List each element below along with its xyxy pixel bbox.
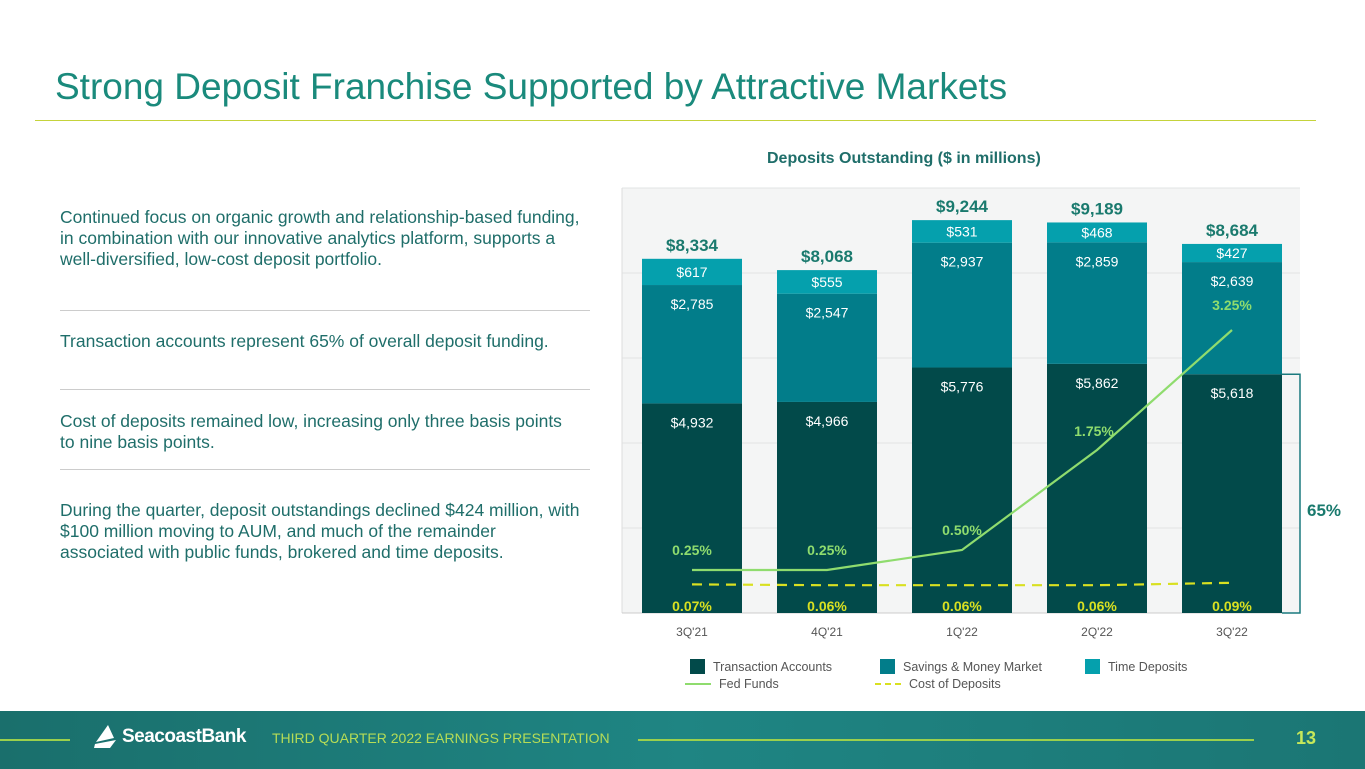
total-label: $8,334 [666,236,719,255]
bar-transaction-accounts [777,401,877,613]
bar-time-deposits [777,270,877,294]
legend-swatch [880,659,895,674]
data-label: $2,547 [806,305,849,321]
chart-title: Deposits Outstanding ($ in millions) [767,150,1041,167]
bullet-text: Transaction accounts represent 65% of ov… [60,331,549,351]
total-label: $8,068 [801,247,853,266]
share-annotation: 65% [1307,501,1341,520]
legend-label: Transaction Accounts [713,659,833,674]
sail-icon [94,725,116,748]
data-label: $4,966 [806,413,849,429]
data-label: $468 [1081,224,1112,240]
data-label: $555 [811,274,842,290]
divider [60,310,590,311]
bar-time-deposits [1047,222,1147,243]
bracket [1282,373,1301,614]
x-tick-label: 2Q'22 [1081,625,1113,639]
bar-time-deposits [912,220,1012,243]
legend-label: Time Deposits [1108,659,1188,674]
bullet-text: Cost of deposits remained low, increasin… [60,411,562,452]
x-tick-label: 1Q'22 [946,625,978,639]
line-label: 0.06% [807,598,847,614]
title-divider [35,120,1316,121]
bar-transaction-accounts [642,403,742,613]
data-label: $4,932 [671,414,714,430]
bar-savings-money-market [642,285,742,404]
data-label: $5,618 [1211,385,1254,401]
bar-time-deposits [642,258,742,286]
bar-transaction-accounts [1182,374,1282,613]
data-label: $2,859 [1076,253,1119,269]
footer-text: THIRD QUARTER 2022 EARNINGS PRESENTATION [272,730,610,746]
deposits-chart: $4,932 $2,785 $617 $8,334 3Q'21 $4,966 $2,547 $… [621,187,1341,639]
total-label: $9,244 [936,197,989,216]
legend-swatch [875,683,901,685]
line-label: 0.06% [942,598,982,614]
data-label: $5,862 [1076,375,1119,391]
line-label: 0.07% [672,598,712,614]
data-label: $531 [946,223,977,239]
x-tick-label: 3Q'21 [676,625,708,639]
page-number: 13 [1296,728,1317,748]
legend-item: Cost of Deposits [875,677,1001,691]
legend-swatch [685,683,711,685]
line-label: 0.50% [942,522,982,538]
data-label: $5,776 [941,379,984,395]
legend-label: Cost of Deposits [909,677,1001,691]
bullet-text: Continued focus on organic growth and re… [60,207,580,269]
legend-item: Savings & Money Market [880,659,1042,674]
legend-swatch [690,659,705,674]
slide-title: Strong Deposit Franchise Supported by At… [55,66,1008,107]
bar-transaction-accounts [912,367,1012,613]
legend-item: Time Deposits [1085,659,1187,674]
legend-label: Savings & Money Market [903,659,1042,674]
line-label: 0.25% [807,542,847,558]
divider [60,389,590,390]
total-label: $8,684 [1206,221,1259,240]
line-label: 0.06% [1077,598,1117,614]
x-tick-label: 4Q'21 [811,625,843,639]
bullet-text: During the quarter, deposit outstandings… [60,500,580,562]
total-label: $9,189 [1071,199,1123,218]
line-label: 0.09% [1212,598,1252,614]
x-tick-label: 3Q'22 [1216,625,1248,639]
bar-transaction-accounts [1047,363,1147,613]
seacoast-logo: SeacoastBank [92,724,246,750]
brand-name: SeacoastBank [122,726,246,747]
line-cost-of-deposits [691,581,1233,587]
legend-item: Fed Funds [685,677,779,691]
data-label: $2,937 [941,254,984,270]
data-label: $2,639 [1211,273,1254,289]
data-label: $2,785 [671,296,714,312]
footer-rule [0,739,70,741]
footer-rule [638,739,1254,741]
data-label: $617 [676,264,707,280]
bar-savings-money-market [777,293,877,402]
legend-item: Transaction Accounts [690,659,832,674]
line-fed-funds [692,329,1233,572]
line-label: 1.75% [1074,423,1114,439]
bar-savings-money-market [1182,262,1282,375]
legend-label: Fed Funds [719,677,779,691]
data-label: $427 [1216,245,1247,261]
bar-savings-money-market [1047,242,1147,364]
bar-time-deposits [1182,243,1282,263]
line-label: 3.25% [1212,297,1252,313]
bar-savings-money-market [912,242,1012,368]
line-label: 0.25% [672,542,712,558]
divider [60,469,590,470]
legend-swatch [1085,659,1100,674]
